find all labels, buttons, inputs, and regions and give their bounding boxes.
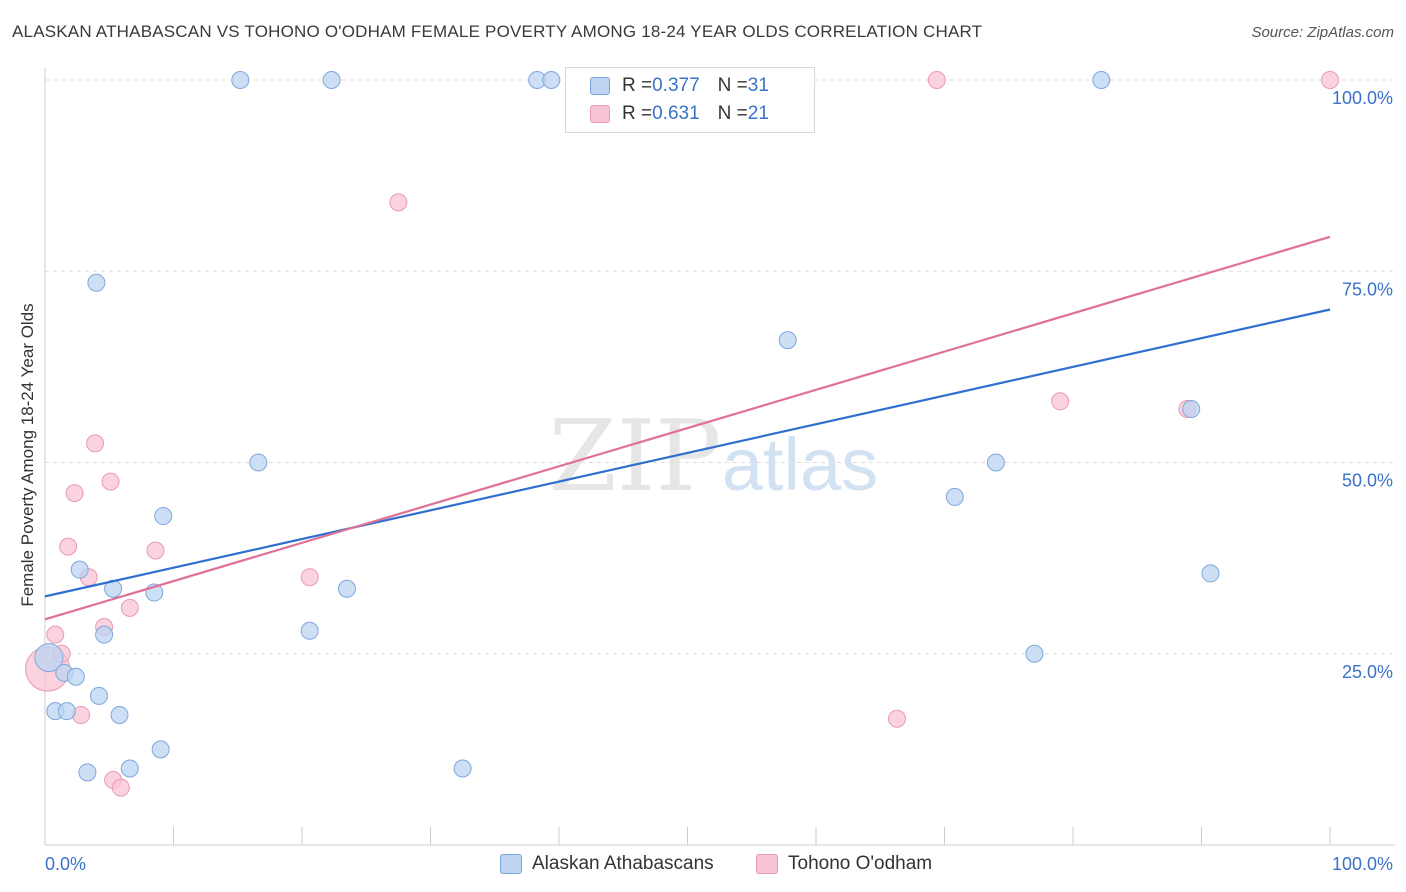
tohono-point[interactable] xyxy=(65,484,84,503)
alaskan-point[interactable] xyxy=(453,759,472,778)
tohono-point[interactable] xyxy=(46,625,65,644)
alaskan-point[interactable] xyxy=(89,686,108,705)
legend-n-value: 31 xyxy=(747,75,769,96)
alaskan-point[interactable] xyxy=(231,71,250,89)
chart-title: ALASKAN ATHABASCAN VS TOHONO O'ODHAM FEM… xyxy=(12,22,983,41)
alaskan-point[interactable] xyxy=(1092,71,1111,89)
alaskan-point[interactable] xyxy=(1182,399,1201,418)
watermark-zip: ZIP xyxy=(549,400,722,514)
tohono-point[interactable] xyxy=(1051,392,1070,411)
alaskan-point[interactable] xyxy=(66,667,85,686)
alaskan-point[interactable] xyxy=(154,507,173,526)
series-legend-tohono[interactable]: Tohono O'odham xyxy=(756,851,932,877)
alaskan-point[interactable] xyxy=(78,763,97,782)
tohono-trend-line xyxy=(44,235,1331,621)
tohono-point[interactable] xyxy=(101,472,120,491)
alaskan-point[interactable] xyxy=(249,453,268,472)
alaskan-point[interactable] xyxy=(95,625,114,644)
tohono-point[interactable] xyxy=(389,193,408,212)
alaskan-point[interactable] xyxy=(57,702,76,721)
alaskan-point[interactable] xyxy=(1201,564,1220,583)
series-swatch-blue xyxy=(500,854,522,874)
alaskan-point[interactable] xyxy=(542,71,561,89)
series-legend-label: Alaskan Athabascans xyxy=(532,853,714,874)
tohono-point[interactable] xyxy=(59,537,78,556)
alaskan-point[interactable] xyxy=(986,453,1005,472)
x-tick-label: 100.0% xyxy=(1332,854,1393,874)
alaskan-point[interactable] xyxy=(322,71,341,89)
tohono-point[interactable] xyxy=(146,541,165,560)
legend-n-value: 21 xyxy=(747,103,769,124)
tohono-point[interactable] xyxy=(300,568,319,587)
alaskan-point[interactable] xyxy=(151,740,170,759)
axis-layer xyxy=(44,68,1395,846)
tohono-point[interactable] xyxy=(111,778,130,797)
legend-n-label: N = xyxy=(717,103,748,124)
alaskan-trend-line xyxy=(44,308,1331,598)
alaskan-point[interactable] xyxy=(87,273,106,292)
tick-labels: 25.0% 50.0% 75.0% 100.0% 0.0% 100.0% xyxy=(45,88,1393,874)
grid-layer xyxy=(45,79,1395,655)
points-layer xyxy=(25,71,1339,797)
correlation-legend: R = 0.377 N = 31 R = 0.631 N = 21 xyxy=(565,67,815,133)
legend-r-value: 0.631 xyxy=(652,103,700,124)
y-tick-label: 50.0% xyxy=(1342,471,1393,491)
alaskan-point[interactable] xyxy=(300,621,319,640)
alaskan-point[interactable] xyxy=(778,331,797,350)
series-legend-alaskan[interactable]: Alaskan Athabascans xyxy=(500,851,714,877)
alaskan-point[interactable] xyxy=(70,560,89,579)
tohono-point[interactable] xyxy=(927,71,946,89)
y-tick-label: 100.0% xyxy=(1332,88,1393,108)
trend-layer xyxy=(44,235,1331,621)
series-legend-label: Tohono O'odham xyxy=(788,853,933,874)
alaskan-point[interactable] xyxy=(945,487,964,506)
watermark-atlas: atlas xyxy=(722,423,878,506)
legend-r-label: R = xyxy=(622,75,653,96)
series-swatch-pink xyxy=(756,854,778,874)
alaskan-point[interactable] xyxy=(34,643,64,673)
source-label: Source: ZipAtlas.com xyxy=(1251,24,1394,41)
y-tick-label: 25.0% xyxy=(1342,662,1393,682)
alaskan-point[interactable] xyxy=(1025,644,1044,663)
tohono-point[interactable] xyxy=(887,709,906,728)
legend-r-value: 0.377 xyxy=(652,75,700,96)
legend-swatch-pink xyxy=(590,105,610,123)
alaskan-point[interactable] xyxy=(110,705,129,724)
legend-row-alaskan: R = 0.377 N = 31 xyxy=(590,73,769,99)
legend-r-label: R = xyxy=(622,103,653,124)
tohono-point[interactable] xyxy=(120,598,139,617)
tohono-point[interactable] xyxy=(86,434,105,453)
x-tick-label: 0.0% xyxy=(45,854,86,874)
tohono-point[interactable] xyxy=(1321,71,1339,89)
legend-row-tohono: R = 0.631 N = 21 xyxy=(590,101,769,127)
legend-n-label: N = xyxy=(717,75,748,96)
watermark: ZIP atlas xyxy=(549,400,879,514)
alaskan-point[interactable] xyxy=(120,759,139,778)
y-tick-label: 75.0% xyxy=(1342,279,1393,299)
legend-swatch-blue xyxy=(590,77,610,95)
alaskan-point[interactable] xyxy=(337,579,356,598)
